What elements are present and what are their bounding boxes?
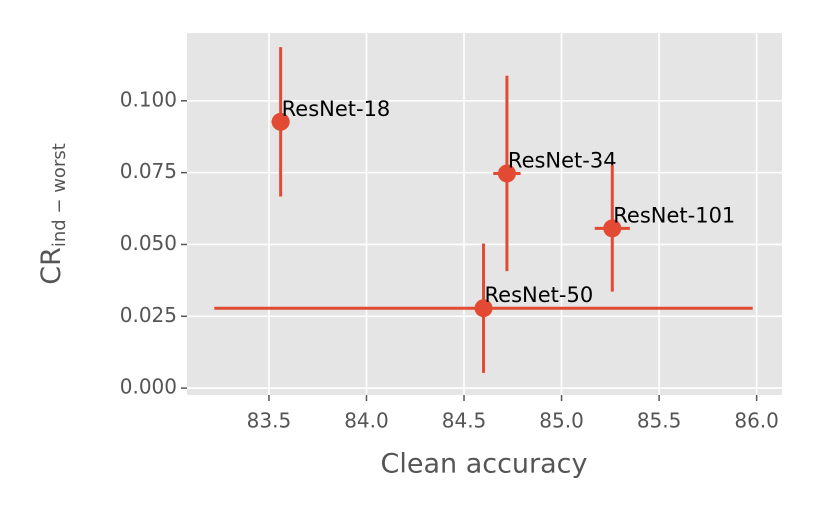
x-tick-label: 83.5 [247, 409, 292, 433]
x-tick-label: 85.5 [637, 409, 682, 433]
x-tick-label: 84.0 [344, 409, 389, 433]
point-label: ResNet-18 [282, 97, 391, 121]
point-label: ResNet-101 [613, 203, 735, 227]
x-tick-label: 85.0 [539, 409, 584, 433]
point [603, 219, 622, 238]
point-label: ResNet-34 [508, 148, 617, 172]
y-tick-label: 0.025 [120, 303, 177, 327]
y-axis-label-main: CR [36, 247, 67, 285]
x-tick-label: 84.5 [442, 409, 487, 433]
y-tick-label: 0.000 [120, 375, 177, 399]
y-axis-label: CRind − worst [36, 143, 71, 285]
x-axis-label: Clean accuracy [380, 449, 587, 480]
point-label: ResNet-50 [485, 283, 594, 307]
y-axis-label-sub: ind − worst [49, 143, 70, 247]
point [497, 164, 516, 183]
y-tick-label: 0.100 [120, 87, 177, 111]
y-tick-label: 0.050 [120, 231, 177, 255]
point [474, 299, 493, 318]
y-tick-label: 0.075 [120, 159, 177, 183]
x-tick-label: 86.0 [734, 409, 779, 433]
point [271, 112, 290, 131]
